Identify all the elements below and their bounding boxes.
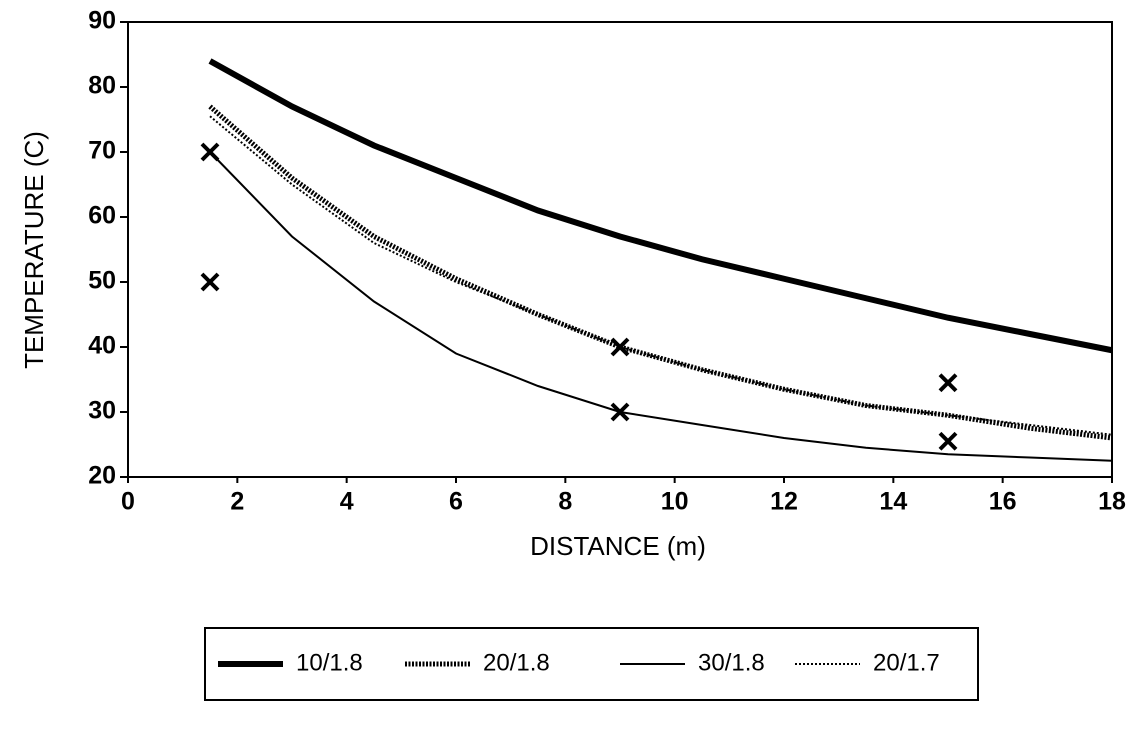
x-tick-label: 4: [340, 488, 354, 516]
data-point: [610, 402, 630, 422]
y-tick-label: 70: [88, 137, 116, 165]
x-tick-label: 2: [230, 488, 244, 516]
x-tick-label: 18: [1098, 488, 1126, 516]
series-line: [209, 151, 1113, 462]
x-tick-label: 0: [121, 488, 135, 516]
data-point: [200, 272, 220, 292]
y-tick-label: 80: [88, 72, 116, 100]
data-point: [938, 373, 958, 393]
y-tick-label: 20: [88, 462, 116, 490]
series-line: [209, 115, 1113, 436]
x-tick-label: 8: [558, 488, 572, 516]
y-tick-label: 90: [88, 7, 116, 35]
data-point: [200, 142, 220, 162]
y-axis-label: TEMPERATURE (C): [19, 131, 49, 369]
legend-label: 30/1.8: [698, 649, 765, 676]
legend-label: 20/1.8: [483, 649, 550, 676]
data-point: [938, 431, 958, 451]
x-tick-label: 14: [879, 488, 907, 516]
plot-frame: [127, 21, 1113, 478]
data-point: [610, 337, 630, 357]
y-tick-label: 40: [88, 332, 116, 360]
legend-label: 20/1.7: [873, 649, 940, 676]
y-tick-label: 60: [88, 202, 116, 230]
series-line: [208, 58, 1113, 354]
x-axis-label: DISTANCE (m): [530, 531, 706, 561]
x-tick-label: 10: [661, 488, 689, 516]
legend-label: 10/1.8: [296, 649, 363, 676]
x-tick-label: 12: [770, 488, 798, 516]
x-tick-label: 6: [449, 488, 463, 516]
y-tick-label: 30: [88, 397, 116, 425]
legend-box: [204, 627, 979, 701]
x-tick-label: 16: [989, 488, 1017, 516]
y-tick-label: 50: [88, 267, 116, 295]
series-line: [208, 104, 1113, 441]
